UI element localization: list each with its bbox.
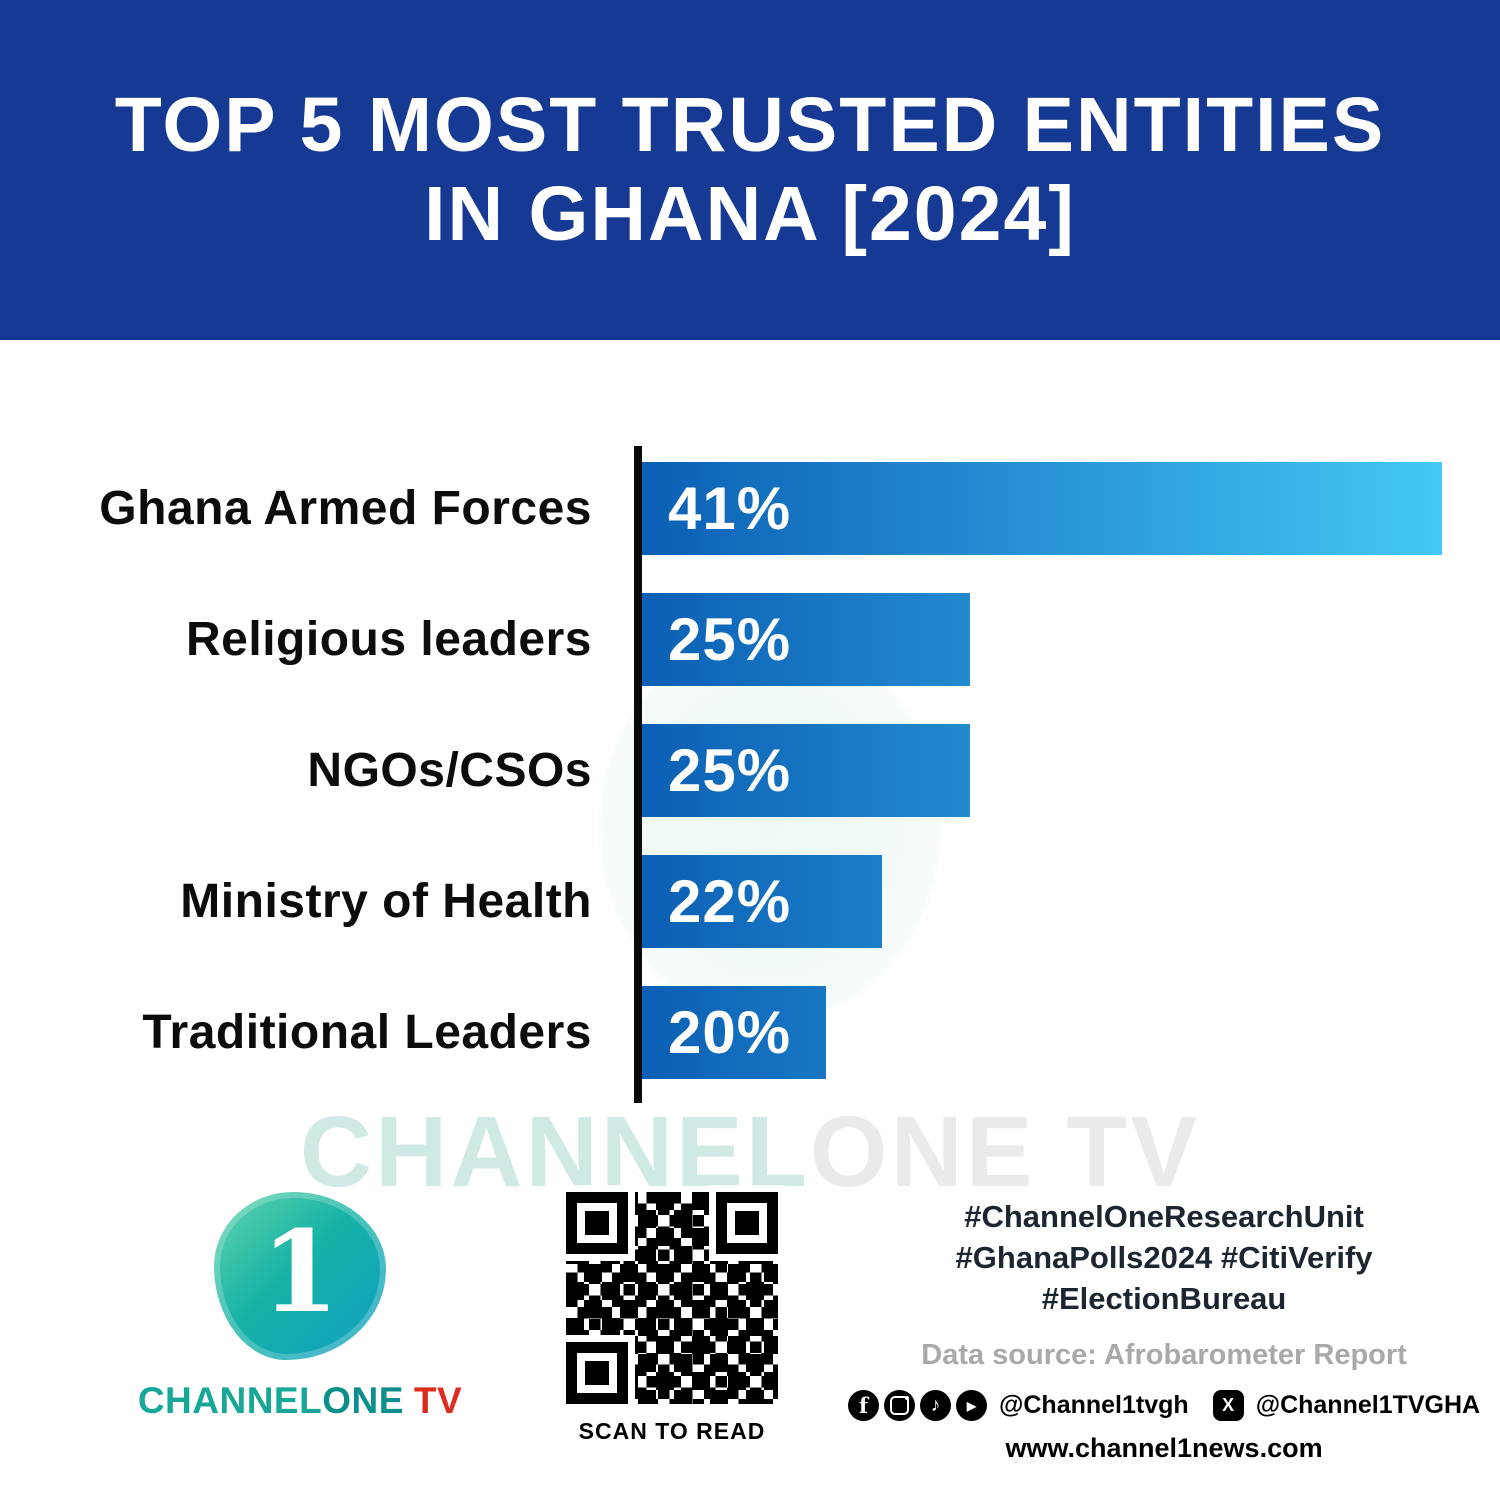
hashtags-line-3: #ElectionBureau xyxy=(1041,1281,1287,1316)
qr-code xyxy=(566,1192,778,1404)
bar-track: 25% xyxy=(642,724,1442,817)
trust-bar: 41% xyxy=(642,462,1442,555)
footer: 1 CHANNELONE TV SCAN TO READ #ChannelOneR… xyxy=(0,1192,1500,1464)
meta-handle: @Channel1tvgh xyxy=(999,1391,1189,1419)
qr-finder-bottomleft xyxy=(566,1342,628,1404)
qr-finder-topleft xyxy=(566,1192,628,1254)
hashtags-line-2: #GhanaPolls2024 #CitiVerify xyxy=(955,1240,1373,1275)
bar-track: 20% xyxy=(642,986,1442,1079)
bar-track: 22% xyxy=(642,855,1442,948)
bar-category-label: NGOs/CSOs xyxy=(307,744,592,797)
chart-axis xyxy=(634,446,642,1103)
logo-wordmark-tv: TV xyxy=(413,1380,463,1421)
bar-category-label: Religious leaders xyxy=(186,613,592,666)
bar-value-label: 22% xyxy=(668,868,792,935)
logo-mark: 1 xyxy=(214,1192,386,1360)
watermark-text: CHANNELONE TV xyxy=(0,1095,1500,1210)
social-icons xyxy=(848,1390,987,1421)
logo-numeral: 1 xyxy=(261,1206,339,1338)
header-banner: TOP 5 MOST TRUSTED ENTITIES IN GHANA [20… xyxy=(0,0,1500,340)
bar-value-label: 41% xyxy=(668,475,792,542)
qr-finder-topright xyxy=(716,1192,778,1254)
bar-value-label: 25% xyxy=(668,737,792,804)
bar-row: NGOs/CSOs 25% xyxy=(0,724,1500,817)
qr-caption: SCAN TO READ xyxy=(578,1418,766,1444)
facebook-icon xyxy=(848,1390,879,1421)
bar-value-label: 20% xyxy=(668,999,792,1066)
bar-rows: Ghana Armed Forces 41% Religious leaders… xyxy=(0,440,1500,1079)
footer-info: #ChannelOneResearchUnit #GhanaPolls2024 … xyxy=(848,1196,1480,1464)
hashtags-line-1: #ChannelOneResearchUnit xyxy=(964,1199,1364,1234)
data-source: Data source: Afrobarometer Report xyxy=(921,1339,1407,1371)
logo-wordmark: CHANNELONE TV xyxy=(138,1380,462,1422)
bar-track: 25% xyxy=(642,593,1442,686)
bar-value-label: 25% xyxy=(668,606,792,673)
trust-bar: 22% xyxy=(642,855,882,948)
x-icon xyxy=(1212,1390,1244,1421)
bar-category-label: Ministry of Health xyxy=(180,875,592,928)
bar-row: Ghana Armed Forces 41% xyxy=(0,462,1500,555)
channel-one-logo: 1 CHANNELONE TV xyxy=(138,1192,462,1422)
qr-section: SCAN TO READ xyxy=(566,1192,778,1445)
bar-row: Traditional Leaders 20% xyxy=(0,986,1500,1079)
watermark-one-tv: ONE TV xyxy=(809,1096,1201,1208)
trust-bar-chart: Ghana Armed Forces 41% Religious leaders… xyxy=(0,440,1500,1120)
title-line-2: IN GHANA [2024] xyxy=(424,171,1076,257)
logo-wordmark-channel: CHANNEL xyxy=(137,1380,323,1421)
title-line-1: TOP 5 MOST TRUSTED ENTITIES xyxy=(114,81,1386,168)
x-handle: @Channel1TVGHA xyxy=(1255,1391,1481,1419)
trust-bar: 25% xyxy=(642,593,970,686)
bar-track: 41% xyxy=(642,462,1442,555)
bar-category-label: Traditional Leaders xyxy=(142,1006,592,1059)
bar-row: Ministry of Health 22% xyxy=(0,855,1500,948)
trust-bar: 25% xyxy=(642,724,970,817)
watermark-channel: CHANNEL xyxy=(299,1096,810,1208)
social-row: @Channel1tvgh @Channel1TVGHA xyxy=(848,1390,1480,1421)
instagram-icon xyxy=(884,1390,915,1421)
logo-wordmark-one: ONE xyxy=(322,1380,404,1421)
bar-row: Religious leaders 25% xyxy=(0,593,1500,686)
website-url: www.channel1news.com xyxy=(1005,1433,1323,1463)
youtube-icon xyxy=(956,1390,987,1421)
bar-category-label: Ghana Armed Forces xyxy=(99,482,592,535)
trust-bar: 20% xyxy=(642,986,826,1079)
tiktok-icon xyxy=(920,1390,951,1421)
